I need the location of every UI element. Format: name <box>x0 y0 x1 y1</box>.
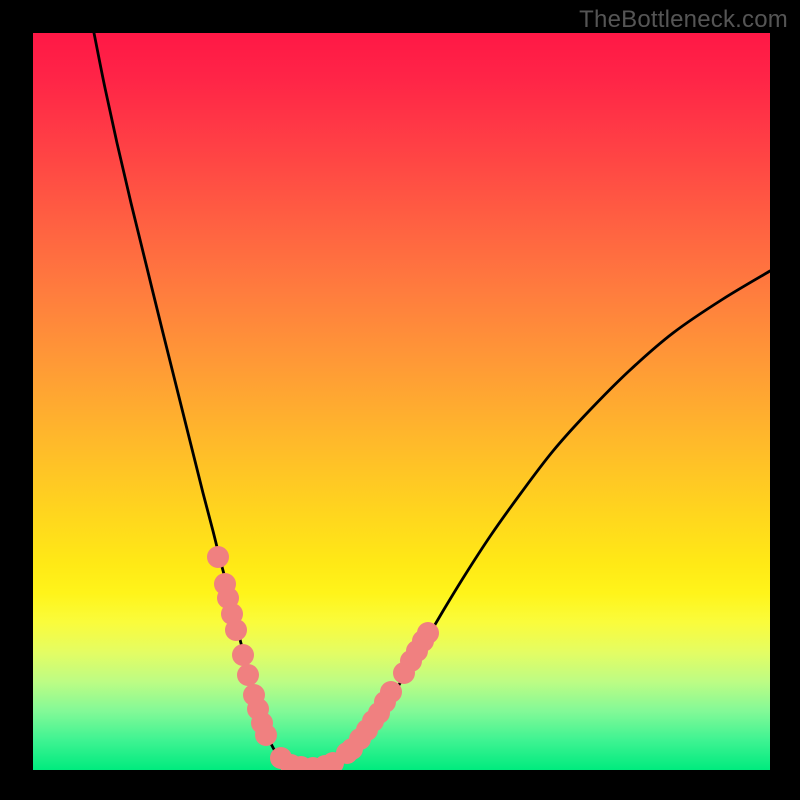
curve-marker <box>237 664 259 686</box>
curve-line <box>90 33 770 769</box>
curve-marker <box>232 644 254 666</box>
chart-frame: TheBottleneck.com <box>0 0 800 800</box>
curve-marker <box>225 619 247 641</box>
bottleneck-curve <box>33 33 770 770</box>
watermark-text: TheBottleneck.com <box>579 6 788 34</box>
curve-marker <box>207 546 229 568</box>
curve-marker <box>255 724 277 746</box>
curve-marker <box>417 622 439 644</box>
plot-area <box>33 33 770 770</box>
curve-marker <box>380 681 402 703</box>
